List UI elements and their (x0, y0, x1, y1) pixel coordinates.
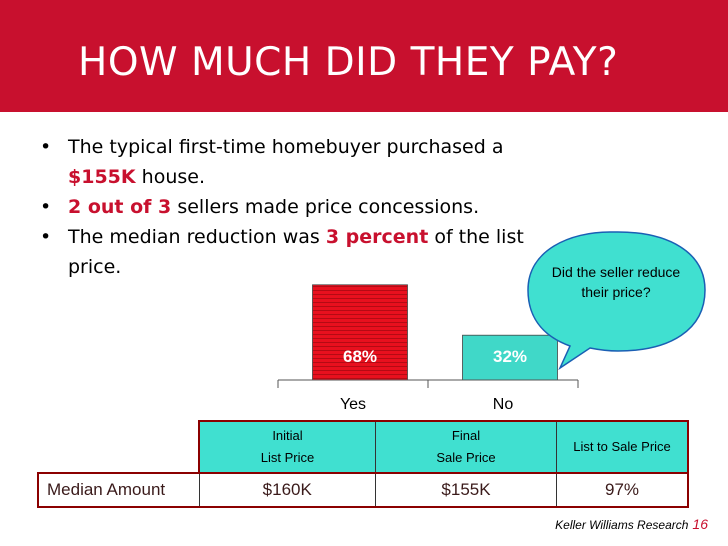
table-header-row: Initial List Price Final Sale Price List… (38, 420, 689, 473)
row-label: Median Amount (37, 472, 199, 508)
header-line: Sale Price (436, 450, 496, 465)
tick-label-yes: Yes (340, 396, 366, 413)
bar-no (462, 334, 558, 381)
table-row: Median Amount $160K $155K 97% (37, 472, 689, 508)
table-header-initial: Initial List Price (198, 420, 376, 473)
table-header-ratio: List to Sale Price (556, 420, 689, 473)
header-line: List Price (260, 450, 315, 465)
header-line: Initial (272, 428, 303, 443)
title-bar: HOW MUCH DID THEY PAY? (0, 0, 728, 112)
bullet-item-2: • 2 out of 3 sellers made price concessi… (40, 192, 540, 222)
bullet-text: The median reduction was (68, 226, 326, 248)
data-label-no: 32% (493, 347, 527, 366)
bullet-highlight: 2 out of 3 (68, 196, 172, 218)
bullet-text: The typical first-time homebuyer purchas… (68, 136, 504, 158)
table-corner (38, 421, 199, 473)
bullet-highlight: $155K (68, 166, 136, 188)
header-line: List to Sale Price (573, 439, 671, 454)
bullet-text: of the list price. (68, 226, 524, 278)
speech-bubble-text: Did the seller reduce their price? (551, 264, 681, 300)
bullet-text: house. (135, 166, 205, 188)
bullet-item-1: • The typical first-time homebuyer purch… (40, 132, 540, 192)
table-cell-ratio: 97% (556, 472, 689, 508)
bullet-highlight: 3 percent (325, 226, 429, 248)
bar-yes (312, 284, 408, 381)
bullet-item-3: • The median reduction was 3 percent of … (40, 222, 540, 282)
slide-title: HOW MUCH DID THEY PAY? (78, 40, 619, 85)
table-cell-final: $155K (375, 472, 557, 508)
bullet-dot-icon: • (40, 226, 52, 248)
table-cell-initial: $160K (198, 472, 376, 508)
data-label-yes: 68% (343, 347, 377, 366)
bullet-text: sellers made price concessions. (171, 196, 480, 218)
footer-source: Keller Williams Research (555, 518, 689, 532)
bullet-dot-icon: • (40, 196, 52, 218)
bullet-dot-icon: • (40, 136, 52, 158)
page-number: 16 (692, 516, 708, 532)
tick-label-no: No (493, 396, 514, 413)
footer: Keller Williams Research 16 (555, 516, 708, 532)
bullet-list: • The typical first-time homebuyer purch… (40, 132, 540, 282)
header-line: Final (451, 428, 481, 443)
price-table: Initial List Price Final Sale Price List… (37, 420, 689, 508)
table-header-final: Final Sale Price (375, 420, 557, 473)
